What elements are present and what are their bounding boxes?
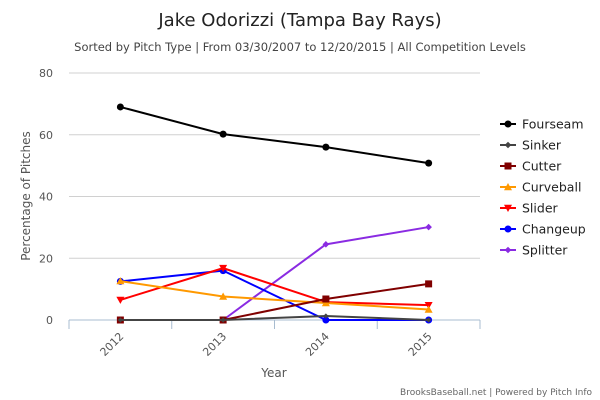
series-sinker (117, 313, 432, 323)
legend-label: Splitter (522, 243, 568, 258)
data-point-curveball (424, 305, 433, 313)
y-axis-title: Percentage of Pitches (19, 131, 33, 261)
y-tick-label: 60 (39, 129, 53, 142)
x-tick-label: 2015 (406, 330, 435, 359)
series-curveball (116, 277, 433, 313)
legend-marker-sinker (504, 141, 512, 149)
series-splitter (117, 223, 432, 324)
data-point-curveball (219, 292, 228, 300)
data-point-curveball (116, 277, 125, 285)
chart-subtitle: Sorted by Pitch Type | From 03/30/2007 t… (74, 40, 526, 54)
legend-label: Fourseam (522, 117, 584, 132)
series-line-sinker (120, 314, 429, 321)
y-tick-label: 40 (39, 191, 53, 204)
data-point-sinker (220, 317, 226, 323)
data-point-curveball (321, 299, 330, 307)
data-point-sinker (323, 313, 329, 319)
series-line-cutter (120, 282, 429, 321)
series-changeup (116, 267, 433, 324)
legend: Fourseam Sinker Cutter Curveball Slider Chang… (500, 117, 586, 258)
legend-marker-fourseam (504, 120, 512, 128)
series-line-fourseam (120, 105, 429, 165)
data-point-splitter (425, 223, 432, 231)
data-point-slider (116, 296, 125, 304)
credit-text: BrooksBaseball.net | Powered by Pitch In… (400, 388, 592, 398)
legend-label: Sinker (522, 138, 562, 153)
legend-marker-cutter (504, 162, 512, 170)
series-line-curveball (120, 280, 429, 311)
legend-label: Curveball (522, 180, 581, 195)
y-tick-label: 0 (46, 314, 53, 327)
data-point-cutter (425, 280, 433, 288)
legend-marker-curveball (504, 183, 512, 191)
series-lines (116, 103, 433, 324)
legend-marker-changeup (504, 225, 512, 233)
legend-marker-slider (504, 204, 512, 212)
legend-item-changeup[interactable]: Changeup (500, 222, 586, 237)
legend-label: Slider (522, 201, 559, 216)
series-line-changeup (120, 269, 429, 321)
legend-label: Cutter (522, 159, 562, 174)
x-axis-title: Year (260, 366, 286, 380)
data-point-sinker (117, 317, 124, 323)
data-point-fourseam (425, 159, 433, 167)
data-point-fourseam (116, 103, 124, 111)
legend-item-sinker[interactable]: Sinker (500, 138, 562, 153)
series-fourseam (116, 103, 433, 167)
x-tick-label: 2013 (200, 330, 229, 359)
data-point-changeup (322, 316, 330, 324)
x-tick-label: 2014 (303, 330, 332, 359)
legend-item-fourseam[interactable]: Fourseam (500, 117, 584, 132)
legend-item-splitter[interactable]: Splitter (500, 243, 568, 258)
chart-title: Jake Odorizzi (Tampa Bay Rays) (157, 10, 441, 31)
legend-marker-splitter (504, 246, 512, 254)
data-point-cutter (322, 295, 330, 303)
y-axis-ticks: 0 20 40 60 80 (39, 67, 53, 327)
data-point-splitter (322, 241, 330, 248)
x-axis: 2012 2013 2014 2015 (68, 319, 481, 359)
legend-label: Changeup (522, 222, 586, 237)
legend-item-curveball[interactable]: Curveball (500, 180, 581, 195)
series-line-slider (120, 267, 429, 307)
y-tick-label: 20 (39, 252, 53, 265)
data-point-fourseam (322, 143, 330, 151)
data-point-fourseam (219, 130, 227, 138)
legend-item-slider[interactable]: Slider (500, 201, 559, 216)
y-tick-label: 80 (39, 67, 53, 80)
legend-item-cutter[interactable]: Cutter (500, 159, 562, 174)
data-point-slider (219, 264, 228, 273)
x-tick-label: 2012 (98, 330, 127, 359)
data-point-sinker (425, 317, 432, 323)
gridlines (69, 72, 480, 259)
